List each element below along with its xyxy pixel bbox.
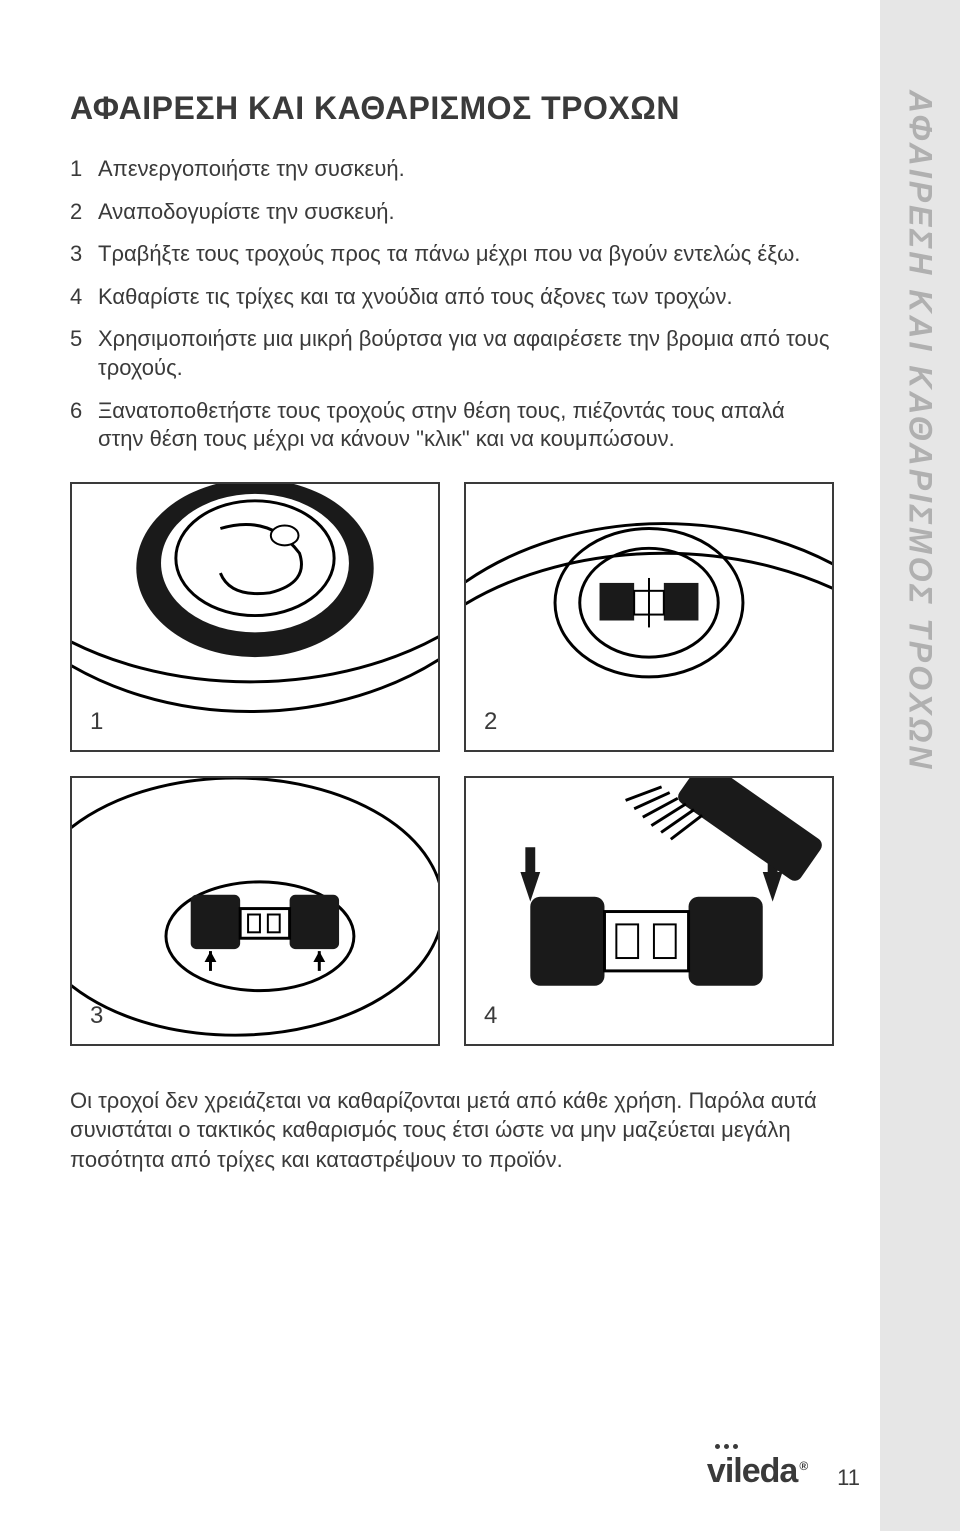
step-text: Αναποδογυρίστε την συσκευή.	[98, 198, 830, 227]
cell-number: 3	[90, 1002, 103, 1030]
step-text: Χρησιμοποιήστε μια μικρή βούρτσα για να …	[98, 325, 830, 382]
step-2: 2 Αναποδογυρίστε την συσκευή.	[70, 198, 830, 227]
brand-logo: vileda®	[707, 1452, 807, 1491]
step-number: 4	[70, 283, 98, 312]
step-3: 3 Τραβήξτε τους τροχούς προς τα πάνω μέχ…	[70, 240, 830, 269]
registered-icon: ®	[799, 1459, 807, 1473]
step-number: 5	[70, 325, 98, 382]
step-number: 2	[70, 198, 98, 227]
illustration-cell-2: 2	[464, 482, 834, 752]
step-6: 6 Ξανατοποθετήστε τους τροχούς στην θέση…	[70, 397, 830, 454]
step-1: 1 Απενεργοποιήστε την συσκευή.	[70, 155, 830, 184]
step-text: Ξανατοποθετήστε τους τροχούς στην θέση τ…	[98, 397, 830, 454]
page-number: 11	[837, 1465, 860, 1491]
page-title: ΑΦΑΙΡΕΣΗ ΚΑΙ ΚΑΘΑΡΙΣΜΟΣ ΤΡΟΧΩΝ	[70, 90, 890, 127]
illustration-1-icon	[72, 484, 438, 751]
footnote: Οι τροχοί δεν χρειάζεται να καθαρίζονται…	[70, 1086, 850, 1175]
step-text: Απενεργοποιήστε την συσκευή.	[98, 155, 830, 184]
cell-number: 2	[484, 708, 497, 736]
page-footer: vileda® 11	[707, 1452, 860, 1491]
illustration-cell-4: 4	[464, 776, 834, 1046]
logo-dots-icon	[715, 1444, 738, 1449]
step-text: Τραβήξτε τους τροχούς προς τα πάνω μέχρι…	[98, 240, 830, 269]
page-content: ΑΦΑΙΡΕΣΗ ΚΑΙ ΚΑΘΑΡΙΣΜΟΣ ΤΡΟΧΩΝ 1 Απενεργ…	[0, 0, 960, 1531]
step-4: 4 Καθαρίστε τις τρίχες και τα χνούδια απ…	[70, 283, 830, 312]
illustration-3-icon	[72, 778, 438, 1045]
illustration-grid: 1 2	[70, 482, 890, 1046]
illustration-2-icon	[466, 484, 832, 751]
step-text: Καθαρίστε τις τρίχες και τα χνούδια από …	[98, 283, 830, 312]
cell-number: 4	[484, 1002, 497, 1030]
step-number: 1	[70, 155, 98, 184]
step-number: 6	[70, 397, 98, 454]
logo-text: vileda	[707, 1452, 797, 1490]
step-number: 3	[70, 240, 98, 269]
step-5: 5 Χρησιμοποιήστε μια μικρή βούρτσα για ν…	[70, 325, 830, 382]
cell-number: 1	[90, 708, 103, 736]
illustration-cell-3: 3	[70, 776, 440, 1046]
illustration-cell-1: 1	[70, 482, 440, 752]
illustration-4-icon	[466, 778, 832, 1045]
